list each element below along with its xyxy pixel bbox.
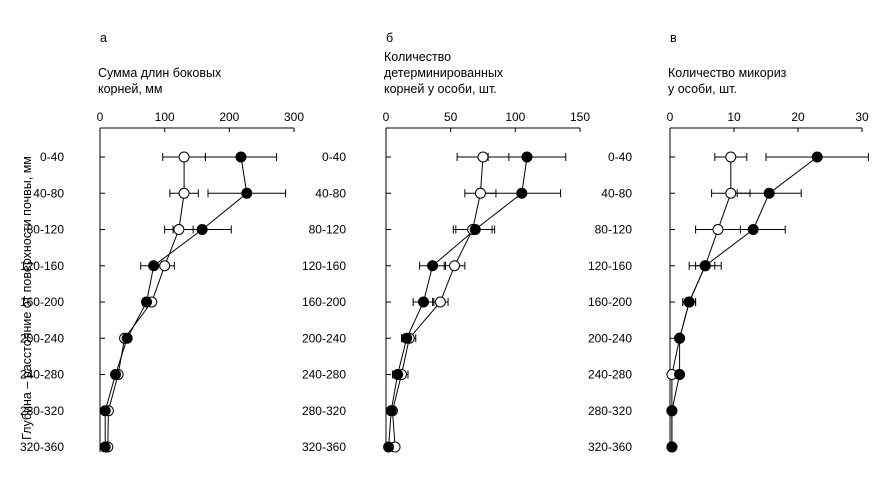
data-point-open bbox=[474, 187, 486, 199]
data-point-filled bbox=[141, 296, 153, 308]
data-point-filled bbox=[235, 151, 247, 163]
data-point-filled bbox=[196, 224, 208, 235]
category-label: 280-320 bbox=[302, 404, 346, 418]
data-point-filled bbox=[110, 369, 122, 380]
data-point-filled bbox=[99, 405, 111, 417]
x-tick-label: 200 bbox=[219, 110, 239, 124]
panel-3: в Количество микориз у особи, шт. 0 10 20 30 0-… bbox=[588, 31, 869, 454]
x-tick-label: 50 bbox=[444, 110, 458, 124]
x-tick-label: 300 bbox=[284, 110, 304, 124]
data-point-open bbox=[725, 151, 737, 163]
data-point-filled bbox=[99, 441, 111, 453]
y-axis-label: Глубина – расстояние от поверхности почв… bbox=[20, 156, 34, 440]
panel-letter: а bbox=[100, 31, 107, 45]
panel-title-line: Сумма длин боковых bbox=[98, 66, 222, 80]
panel-1: а Сумма длин боковых корней, мм 0 100 200 300 0… bbox=[20, 31, 304, 454]
category-label: 40-80 bbox=[601, 186, 632, 200]
panel-2: б Количество детерминированных корней у осо… bbox=[302, 31, 590, 454]
data-point-filled bbox=[699, 260, 711, 272]
x-tick-label: 100 bbox=[505, 110, 525, 124]
category-label: 120-160 bbox=[588, 259, 632, 273]
x-tick-label: 10 bbox=[727, 110, 741, 124]
data-point-filled bbox=[666, 405, 678, 417]
x-tick-label: 0 bbox=[97, 110, 104, 124]
data-point-filled bbox=[811, 151, 823, 163]
data-point-filled bbox=[427, 260, 439, 272]
category-label: 320-360 bbox=[302, 440, 346, 454]
series-line-open bbox=[671, 157, 732, 447]
data-point-open bbox=[725, 187, 737, 199]
data-point-open bbox=[434, 296, 446, 308]
x-tick-label: 20 bbox=[791, 110, 805, 124]
data-point-filled bbox=[763, 187, 775, 199]
data-point-filled bbox=[418, 296, 430, 308]
category-label: 320-360 bbox=[20, 440, 64, 454]
category-label: 80-120 bbox=[595, 223, 633, 237]
data-point-open bbox=[477, 151, 489, 163]
x-tick-label: 0 bbox=[383, 110, 390, 124]
data-point-filled bbox=[516, 187, 528, 199]
category-label: 0-40 bbox=[608, 150, 632, 164]
data-point-open bbox=[449, 260, 461, 272]
category-label: 320-360 bbox=[588, 440, 632, 454]
data-point-filled bbox=[392, 369, 404, 380]
category-label: 40-80 bbox=[315, 186, 346, 200]
category-label: 160-200 bbox=[588, 295, 632, 309]
x-tick-label: 100 bbox=[155, 110, 175, 124]
data-point-filled bbox=[674, 369, 686, 380]
data-point-filled bbox=[666, 441, 678, 453]
category-label: 280-320 bbox=[20, 404, 64, 418]
data-point-open bbox=[159, 260, 171, 272]
panel-title-line: у особи, шт. bbox=[668, 82, 737, 96]
data-point-filled bbox=[747, 224, 759, 235]
category-label: 280-320 bbox=[588, 404, 632, 418]
panel-title-line: корней, мм bbox=[98, 82, 162, 96]
data-point-filled bbox=[469, 224, 481, 235]
data-point-filled bbox=[121, 332, 133, 344]
category-label: 40-80 bbox=[33, 186, 64, 200]
category-label: 120-160 bbox=[20, 259, 64, 273]
category-label: 80-120 bbox=[309, 223, 347, 237]
category-label: 120-160 bbox=[302, 259, 346, 273]
panel-title-line: детерминированных bbox=[384, 66, 504, 80]
category-label: 160-200 bbox=[302, 295, 346, 309]
panel-letter: б bbox=[386, 31, 393, 45]
panel-title-line: корней у особи, шт. bbox=[384, 82, 497, 96]
category-label: 0-40 bbox=[322, 150, 346, 164]
series-line-filled bbox=[388, 156, 528, 448]
category-label: 200-240 bbox=[302, 331, 346, 345]
category-label: 200-240 bbox=[20, 331, 64, 345]
category-label: 160-200 bbox=[20, 295, 64, 309]
data-point-filled bbox=[401, 332, 413, 344]
data-point-filled bbox=[674, 332, 686, 344]
category-label: 240-280 bbox=[20, 368, 64, 382]
category-label: 240-280 bbox=[302, 368, 346, 382]
panel-letter: в bbox=[670, 31, 677, 45]
x-tick-label: 150 bbox=[570, 110, 590, 124]
data-point-open bbox=[712, 224, 724, 235]
data-point-open bbox=[178, 187, 190, 199]
data-point-filled bbox=[683, 296, 695, 308]
data-point-filled bbox=[241, 187, 253, 199]
series-line-filled bbox=[104, 156, 248, 447]
category-label: 0-40 bbox=[40, 150, 64, 164]
data-point-filled bbox=[148, 260, 160, 272]
x-tick-label: 30 bbox=[855, 110, 869, 124]
data-point-filled bbox=[383, 441, 395, 453]
category-label: 200-240 bbox=[588, 331, 632, 345]
category-label: 80-120 bbox=[27, 223, 65, 237]
data-point-filled bbox=[521, 151, 533, 163]
data-point-filled bbox=[385, 405, 397, 417]
panel-title-line: Количество bbox=[384, 50, 451, 64]
category-label: 240-280 bbox=[588, 368, 632, 382]
data-point-open bbox=[173, 224, 185, 235]
panel-title-line: Количество микориз bbox=[668, 66, 787, 80]
data-point-open bbox=[178, 151, 190, 163]
x-tick-label: 0 bbox=[667, 110, 674, 124]
